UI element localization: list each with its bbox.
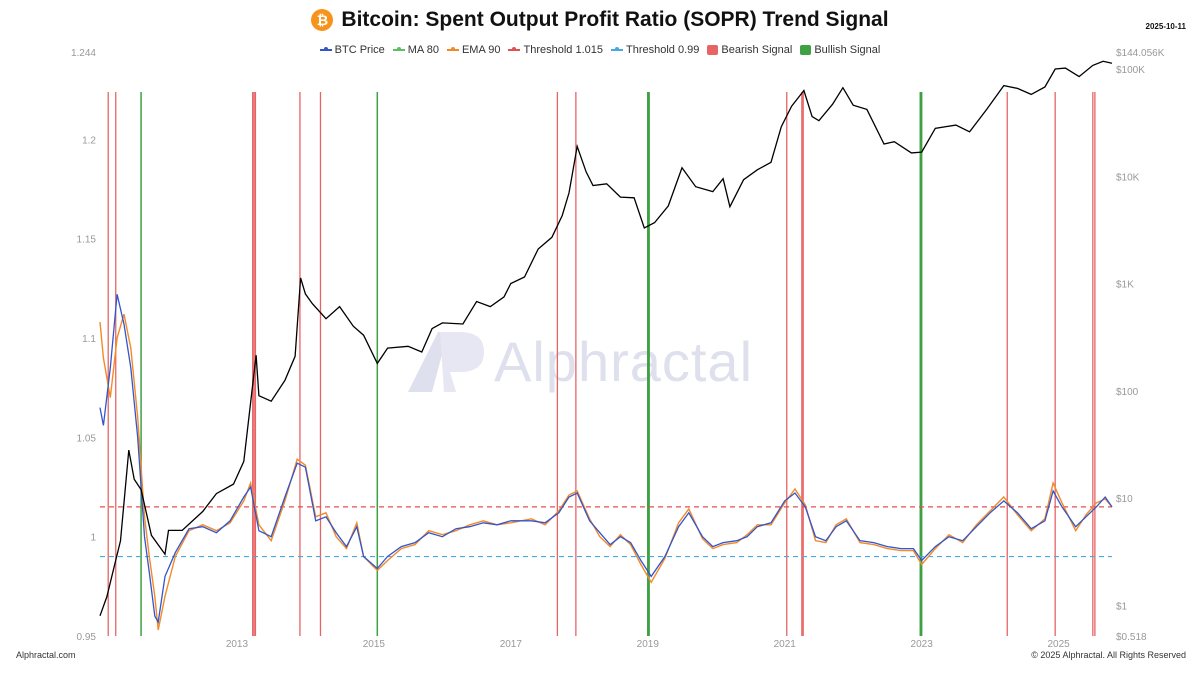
y-left-tick-label: 1.1 (82, 334, 96, 345)
legend-label: MA 80 (407, 44, 439, 56)
x-tick-label: 2023 (911, 639, 934, 650)
legend-swatch (446, 47, 459, 51)
legend-swatch (610, 47, 623, 51)
x-tick-label: 2013 (226, 639, 249, 650)
legend-label: Bullish Signal (814, 44, 881, 56)
legend-label: Bearish Signal (721, 44, 793, 56)
legend-swatch (508, 47, 521, 51)
chart-title: ₿ Bitcoin: Spent Output Profit Ratio (SO… (311, 8, 889, 32)
legend-swatch (319, 47, 332, 51)
series-btc-price (99, 60, 1113, 617)
x-tick-label: 2015 (363, 639, 386, 650)
legend-label: EMA 90 (461, 44, 501, 56)
x-tick-label: 2017 (500, 639, 523, 650)
legend-item-ema-90[interactable]: EMA 90 (446, 44, 501, 56)
legend-item-bullish-signal[interactable]: Bullish Signal (800, 44, 880, 56)
legend-item-ma-80[interactable]: MA 80 (392, 44, 439, 56)
y-right-tick-label: $1 (1116, 601, 1128, 612)
legend-item-btc-price[interactable]: BTC Price (319, 44, 385, 56)
legend-label: BTC Price (334, 44, 385, 56)
chart-date: 2025-10-11 (1145, 22, 1186, 31)
legend-item-bearish-signal[interactable]: Bearish Signal (707, 44, 792, 56)
bitcoin-icon: ₿ (311, 9, 334, 31)
y-left-tick-label: 1 (90, 533, 96, 544)
y-right-tick-label: $100 (1116, 387, 1139, 398)
legend-label: Threshold 0.99 (625, 44, 700, 56)
y-right-tick-label: $0.518 (1116, 632, 1147, 643)
x-tick-label: 2025 (1047, 639, 1070, 650)
y-right-tick-label: $10K (1116, 172, 1140, 183)
x-tick-label: 2019 (637, 639, 660, 650)
legend-label: Threshold 1.015 (523, 44, 603, 56)
series-ema90 (99, 314, 1113, 631)
series-ma80 (99, 294, 1113, 625)
y-right-tick-label: $10 (1116, 494, 1133, 505)
y-left-tick-label: 1.2 (82, 135, 96, 146)
legend-swatch (800, 45, 812, 55)
legend-item-threshold-1-015[interactable]: Threshold 1.015 (508, 44, 603, 56)
y-left-tick-label: 1.15 (77, 235, 97, 246)
y-right-tick-label: $100K (1116, 65, 1145, 76)
legend-item-threshold-0-99[interactable]: Threshold 0.99 (610, 44, 700, 56)
x-tick-label: 2021 (774, 639, 797, 650)
legend-swatch (392, 47, 405, 51)
y-left-tick-label: 1.05 (77, 433, 97, 444)
y-right-tick-label: $1K (1116, 280, 1134, 291)
footer-source: Alphractal.com (16, 650, 76, 660)
footer-copyright: © 2025 Alphractal. All Rights Reserved (1031, 650, 1186, 660)
chart-title-text: Bitcoin: Spent Output Profit Ratio (SOPR… (341, 8, 889, 31)
y-right-tick-label: $144.056K (1116, 48, 1165, 59)
chart-legend: BTC Price MA 80 EMA 90 Threshold 1.015 Thres… (0, 44, 1200, 56)
legend-swatch (707, 45, 719, 55)
y-left-tick-label: 0.95 (77, 632, 97, 643)
y-left-tick-label: 1.244 (71, 48, 96, 59)
